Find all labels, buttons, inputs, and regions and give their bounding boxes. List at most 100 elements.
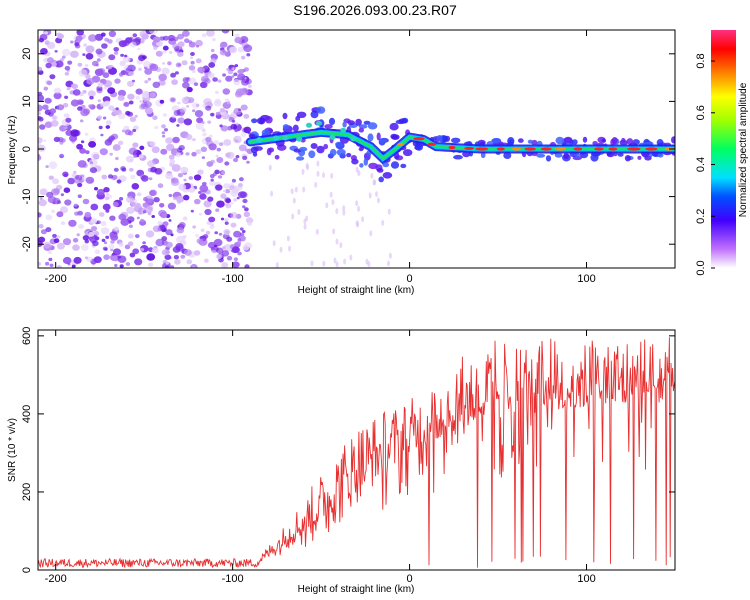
- noise-blob: [190, 52, 195, 56]
- noise-blob: [233, 157, 239, 163]
- faint-streak: [349, 254, 353, 261]
- ridge-blob: [282, 124, 289, 130]
- noise-blob: [212, 38, 216, 42]
- noise-blob: [90, 218, 98, 225]
- noise-blob: [70, 99, 80, 107]
- faint-streak: [329, 191, 333, 198]
- noise-blob: [117, 255, 127, 263]
- noise-blob: [232, 261, 240, 268]
- noise-blob: [142, 210, 147, 214]
- noise-blob: [215, 208, 220, 212]
- colorbar-tick-label: 0.4: [695, 157, 707, 172]
- noise-blob: [218, 232, 223, 236]
- noise-blob: [222, 88, 231, 95]
- noise-blob: [148, 177, 153, 181]
- faint-streak: [314, 181, 318, 188]
- colorbar: [711, 30, 736, 268]
- noise-blob: [96, 220, 101, 224]
- noise-blob: [219, 49, 227, 56]
- noise-blob: [89, 95, 94, 100]
- noise-blob: [164, 254, 172, 260]
- noise-blob: [125, 262, 131, 266]
- noise-blob: [114, 78, 121, 84]
- noise-blob: [195, 122, 204, 130]
- noise-blob: [149, 63, 159, 72]
- noise-blob: [215, 111, 221, 116]
- noise-blob: [182, 216, 188, 221]
- noise-blob: [56, 211, 64, 218]
- noise-blob: [128, 71, 135, 77]
- noise-blob: [60, 138, 66, 143]
- noise-blob: [42, 104, 49, 110]
- noise-blob: [186, 86, 193, 93]
- noise-blob: [76, 30, 84, 36]
- noise-blob: [45, 214, 53, 221]
- faint-streak: [286, 235, 290, 242]
- noise-blob: [127, 216, 135, 223]
- noise-blob: [147, 77, 152, 81]
- noise-blob: [40, 48, 48, 55]
- noise-blob: [222, 111, 227, 116]
- noise-blob: [242, 230, 246, 233]
- noise-blob: [72, 244, 80, 251]
- ridge-blob: [390, 161, 400, 169]
- noise-blob: [246, 53, 251, 57]
- noise-blob: [162, 45, 169, 51]
- noise-blob: [175, 243, 184, 250]
- noise-blob: [242, 198, 248, 204]
- noise-blob: [221, 171, 226, 175]
- noise-blob: [111, 174, 118, 180]
- noise-blob: [132, 33, 138, 38]
- noise-blob: [103, 187, 110, 193]
- noise-blob: [70, 129, 79, 137]
- noise-blob: [38, 261, 42, 266]
- ridge-blob: [592, 141, 598, 146]
- noise-blob: [64, 71, 70, 76]
- ridge-hotspot: [496, 147, 505, 151]
- noise-blob: [149, 92, 156, 98]
- noise-blob: [45, 165, 49, 169]
- faint-streak: [290, 188, 294, 195]
- ridge-hotspot: [645, 147, 658, 151]
- noise-blob: [235, 135, 242, 141]
- ridge-hotspot: [464, 146, 474, 150]
- noise-blob: [94, 33, 104, 41]
- y-tick-label: -20: [21, 236, 33, 252]
- faint-streak: [373, 179, 377, 186]
- noise-blob: [216, 247, 224, 254]
- noise-blob: [39, 124, 46, 130]
- noise-blob: [80, 140, 85, 144]
- ridge-blob: [282, 112, 288, 120]
- faint-streak: [335, 261, 339, 268]
- ridge-blob: [308, 150, 316, 159]
- noise-blob: [216, 147, 221, 152]
- x-tick-label: 0: [407, 573, 413, 585]
- noise-blob: [179, 107, 187, 113]
- noise-blob: [125, 68, 129, 71]
- noise-blob: [143, 197, 148, 202]
- noise-blob: [141, 91, 150, 98]
- faint-streak: [339, 242, 343, 249]
- noise-blob: [204, 208, 212, 216]
- snr-axes: -200 -100 0 100 0 200 400 600: [21, 327, 675, 585]
- noise-blob: [212, 77, 218, 82]
- noise-blob: [155, 50, 163, 57]
- ridge-blob: [624, 155, 631, 162]
- noise-blob: [183, 194, 190, 201]
- noise-blob: [193, 250, 201, 256]
- noise-blob: [161, 124, 166, 129]
- ridge-blob: [266, 147, 272, 156]
- noise-blob: [38, 38, 45, 43]
- noise-blob: [169, 265, 175, 268]
- noise-blob: [237, 46, 245, 53]
- noise-blob: [194, 198, 201, 205]
- noise-blob: [105, 120, 112, 126]
- x-tick-label: -200: [45, 573, 67, 585]
- noise-blob: [201, 33, 207, 38]
- noise-blob: [128, 224, 133, 228]
- noise-blob: [77, 160, 87, 168]
- noise-blob: [124, 244, 131, 250]
- ridge-blob: [480, 152, 486, 159]
- ridge-blob: [451, 137, 461, 144]
- noise-blob: [192, 138, 196, 142]
